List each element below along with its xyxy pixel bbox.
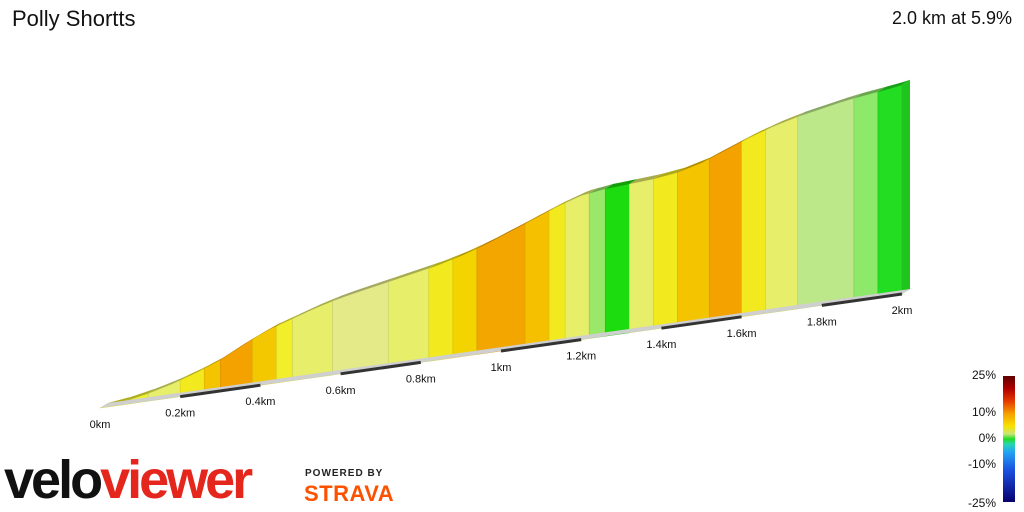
gradient-colorbar [1003, 376, 1015, 502]
gradient-segment-face [332, 281, 390, 376]
gradient-segment-top [525, 205, 558, 224]
gradient-segment-top [853, 86, 886, 99]
gradient-segment-face [452, 248, 478, 359]
x-tick-label: 1.6km [727, 328, 757, 340]
segment-title: Polly Shortts [12, 6, 136, 31]
gradient-segment-face [252, 325, 277, 387]
gradient-segment-face [524, 210, 550, 348]
gradient-segment-top [653, 167, 686, 179]
gradient-segment-top [549, 197, 574, 211]
gradient-segment-face [276, 318, 293, 384]
veloviewer-logo[interactable]: veloviewer [4, 450, 253, 510]
gradient-segment-face [292, 300, 333, 381]
x-tick-label: 0.8km [406, 373, 436, 385]
gradient-segment-top [220, 334, 261, 360]
logo-viewer: viewer [100, 450, 253, 510]
gradient-segment-top [452, 243, 485, 260]
distance-axis-band [340, 360, 422, 376]
gradient-segment-face [604, 183, 630, 337]
gradient-segment-top [797, 93, 862, 117]
distance-axis-band [500, 338, 582, 353]
gradient-segment-top [180, 363, 213, 381]
powered-by-text: POWERED BY [305, 468, 384, 479]
profile-end-cap [902, 79, 910, 294]
gradient-segment-face [765, 116, 799, 314]
gradient-segment-top [332, 276, 397, 302]
x-tick-label: 1.4km [646, 339, 676, 351]
gradient-segment-face [476, 223, 526, 355]
colorbar-label-minus10: -10% [967, 457, 996, 471]
x-tick-label: 0.4km [245, 396, 275, 408]
gradient-segment-top [605, 178, 638, 189]
gradient-segment-top [148, 375, 189, 394]
gradient-segment-face [853, 91, 879, 302]
distance-axis-band [179, 383, 261, 399]
gradient-segment-face [877, 84, 903, 298]
profile-edges [100, 79, 910, 408]
gradient-segment-top [276, 313, 301, 327]
x-tick-label: 0.6km [326, 385, 356, 397]
gradient-segment-top [204, 354, 229, 369]
gradient-segment-face [677, 158, 710, 327]
gradient-segment-top [565, 188, 598, 203]
x-tick-label: 1km [491, 362, 512, 374]
x-tick-label: 2km [892, 305, 913, 317]
gradient-segment-top [124, 388, 157, 402]
strava-logo[interactable]: STRAVA [304, 481, 395, 506]
gradient-segment-top [476, 218, 534, 249]
gradient-segment-face [741, 129, 766, 318]
gradient-segment-top [252, 321, 285, 340]
gradient-segment-top [388, 263, 437, 282]
gradient-segment-top [629, 173, 662, 184]
gradient-segment-face [564, 192, 590, 343]
gradient-segment-face [797, 97, 855, 310]
gradient-segment-top [709, 136, 750, 159]
colorbar-label-10: 10% [971, 405, 996, 419]
gradient-segment-top [765, 111, 806, 130]
gradient-segment-face [428, 258, 454, 362]
gradient-segment-top [292, 296, 341, 319]
distance-axis-strip [100, 289, 910, 408]
gradient-segment-face [653, 172, 678, 330]
x-tick-label: 0km [90, 419, 111, 431]
gradient-segment-top [677, 153, 718, 173]
gradient-segment-face [588, 188, 606, 339]
gradient-segment-top [877, 79, 910, 92]
gradient-segment-face [709, 141, 742, 322]
gradient-segment-face [629, 178, 654, 334]
distance-axis-band [821, 292, 903, 307]
x-tick-label: 1.8km [807, 316, 837, 328]
colorbar-label-25: 25% [971, 368, 996, 382]
colorbar-label-minus25: -25% [967, 496, 996, 510]
distance-axis-band [661, 315, 742, 330]
logo-velo: velo [4, 450, 103, 510]
gradient-segment-face [548, 202, 566, 345]
gradient-segments [99, 84, 903, 409]
segment-summary: 2.0 km at 5.9% [891, 8, 1012, 28]
gradient-segment-top [589, 183, 614, 194]
gradient-segment-top [428, 254, 461, 269]
distance-axis: 0km 0.2km 0.4km 0.6km 0.8km 1km 1.2km 1.4km 1.6k… [90, 289, 913, 431]
x-tick-label: 0.2km [165, 408, 195, 420]
gradient-segment-face [388, 267, 430, 368]
x-tick-label: 1.2km [566, 351, 596, 363]
colorbar-label-0: 0% [978, 431, 996, 445]
gradient-segment-top [741, 124, 774, 142]
